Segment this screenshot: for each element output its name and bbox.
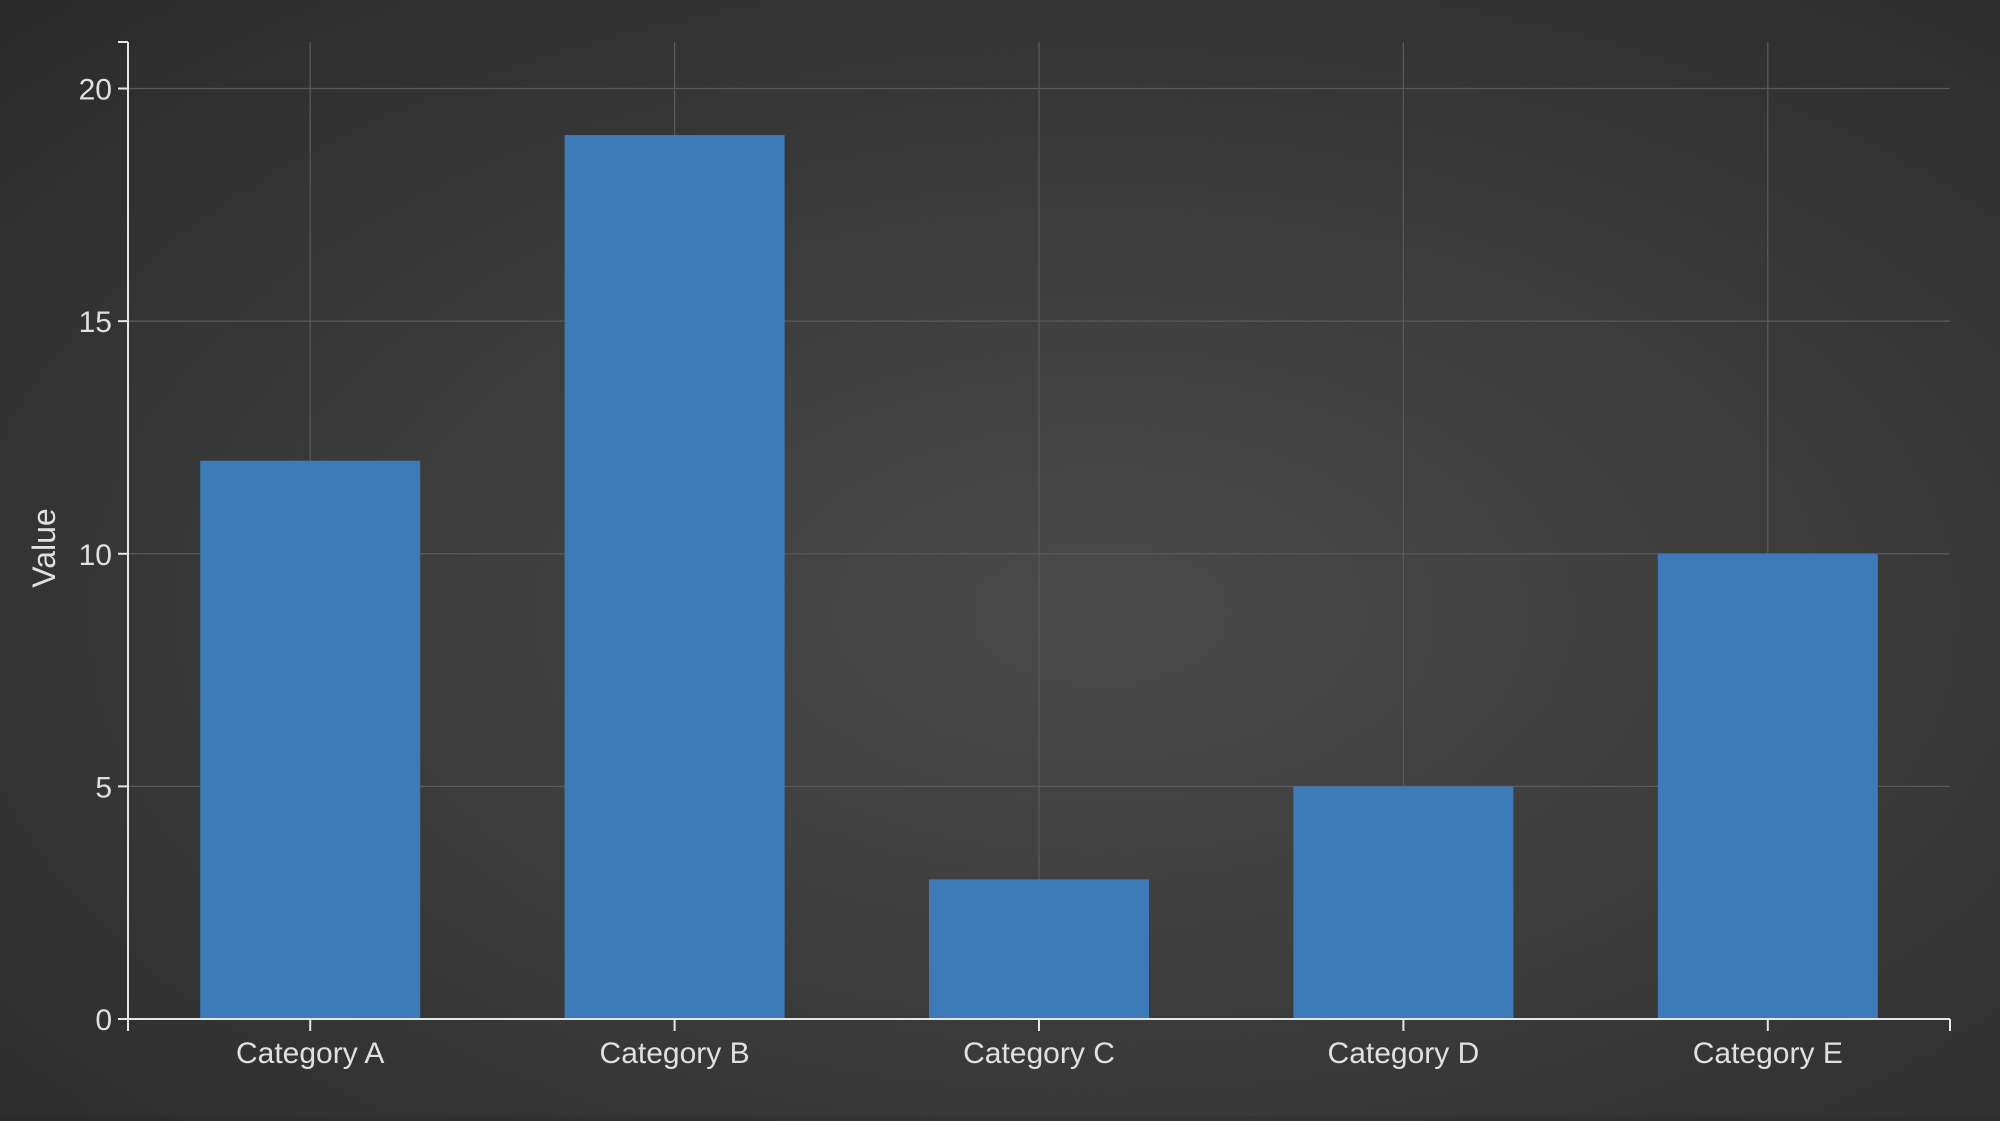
bar-category-a	[200, 460, 421, 1019]
x-tick-label: Category D	[1328, 1037, 1480, 1070]
x-tick-label: Category E	[1693, 1037, 1843, 1070]
x-tick-label: Category A	[236, 1037, 384, 1070]
bars	[200, 135, 1878, 1020]
y-tick-label: 20	[79, 74, 112, 107]
y-tick-label: 10	[79, 539, 112, 572]
y-axis-label: Value	[26, 508, 62, 587]
x-tick-label: Category B	[600, 1037, 750, 1070]
y-tick-label: 5	[95, 771, 112, 804]
tick-labels: 0 5 10 15 20 Category A Category B Category C Ca…	[79, 41, 1951, 1070]
bar-category-c	[929, 879, 1149, 1019]
bar-category-b	[564, 135, 785, 1020]
bar-category-d	[1293, 786, 1514, 1019]
bar-category-e	[1657, 553, 1878, 1019]
y-tick-label: 0	[95, 1004, 112, 1037]
x-tick-label: Category C	[963, 1037, 1115, 1070]
y-tick-label: 15	[79, 306, 112, 339]
